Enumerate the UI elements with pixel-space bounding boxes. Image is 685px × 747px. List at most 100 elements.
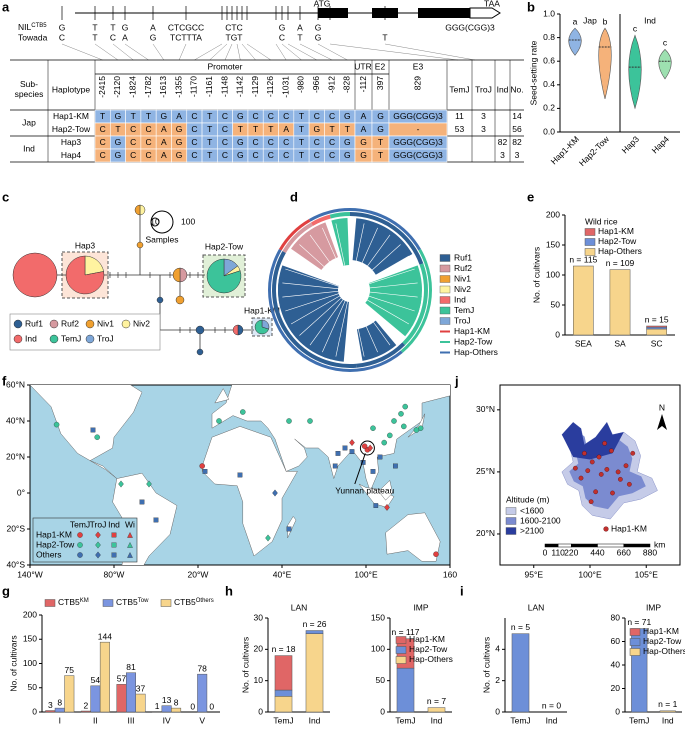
nil-label: NILCTB5 — [18, 22, 47, 32]
panel-label: d — [290, 189, 298, 204]
legend-marker — [127, 542, 133, 548]
point — [433, 551, 439, 557]
legend-label: CTB5KM — [58, 597, 89, 607]
allele: G — [360, 150, 367, 160]
position-label: -1142 — [235, 76, 245, 97]
branch — [353, 299, 378, 353]
connector — [299, 43, 333, 61]
position-label: -966 — [311, 76, 321, 93]
table-header: Promoter — [208, 61, 243, 71]
towada-allele: TGT — [226, 32, 243, 42]
x-tick-label: SA — [614, 338, 626, 348]
x-tick-label: TemJ — [629, 715, 649, 725]
connector — [317, 43, 348, 61]
table-header: Haplotype — [52, 84, 91, 94]
nil-allele: G — [59, 22, 66, 32]
haplotype: Hap4 — [61, 150, 82, 160]
size-key — [150, 217, 160, 227]
point — [202, 469, 208, 474]
allele: C — [222, 137, 228, 147]
legend-marker — [127, 552, 133, 558]
size-title: Samples — [145, 234, 178, 244]
point — [373, 503, 379, 508]
violin — [658, 48, 672, 80]
towada-allele: C — [279, 32, 285, 42]
legend-marker — [13, 319, 23, 329]
point — [349, 449, 355, 454]
chart-title: IMP — [646, 602, 661, 612]
value-label: 8 — [174, 697, 179, 707]
allele: G — [344, 111, 351, 121]
allele: C — [314, 111, 320, 121]
allele: C — [100, 124, 106, 134]
count: 3 — [500, 150, 505, 160]
bar-label: n = 0 — [542, 700, 561, 710]
legend-marker — [49, 319, 59, 329]
towada-allele: C — [110, 32, 116, 42]
annotation-arrow — [354, 453, 366, 485]
bar-label: n = 18 — [272, 644, 296, 654]
allele: T — [299, 124, 304, 134]
legend-marker — [85, 334, 95, 344]
x-tick-label: Hap2-Tow — [577, 133, 612, 168]
allele: T — [207, 124, 212, 134]
allele: A — [161, 150, 167, 160]
count: 14 — [512, 111, 522, 121]
legend-swatch — [395, 636, 407, 644]
landmass — [464, 556, 475, 576]
legend-row: Hap1-KM — [36, 529, 72, 539]
y-tick-label: 0 — [555, 329, 560, 339]
violin — [598, 27, 612, 100]
scale-unit: km — [654, 539, 665, 549]
branch — [335, 299, 349, 357]
value-label: 0 — [190, 701, 195, 711]
x-tick-label: IV — [163, 715, 171, 725]
tree-ring — [329, 212, 350, 219]
connector — [281, 43, 302, 61]
x-tick-label: Hap3 — [620, 134, 642, 156]
hap-ring — [350, 208, 422, 251]
position-label: -1170 — [189, 76, 199, 97]
table-header: TemJ — [449, 84, 469, 94]
legend-swatch — [44, 599, 56, 607]
nil-allele: GGG(CGG)3 — [445, 22, 495, 32]
allele: C — [268, 111, 274, 121]
connector — [287, 43, 317, 61]
annotation: Yunnan plateau — [335, 485, 394, 495]
table-header: E3 — [413, 61, 424, 71]
branch — [290, 255, 342, 286]
y-tick-label: 20°S — [6, 523, 25, 533]
bar-segment — [274, 696, 293, 713]
y-tick-label: 0.4 — [543, 79, 555, 89]
node — [195, 325, 205, 335]
north-arrow — [657, 414, 667, 430]
legend-label: TemJ — [454, 305, 474, 315]
branch — [299, 296, 343, 336]
allele: C — [283, 150, 289, 160]
allele: T — [378, 137, 383, 147]
value-label: 75 — [65, 665, 75, 675]
allele: G — [176, 150, 183, 160]
panel-label: j — [454, 373, 459, 388]
nil-allele: T — [92, 22, 97, 32]
point — [589, 459, 595, 465]
point — [146, 480, 152, 488]
point — [118, 480, 124, 488]
allele: T — [131, 111, 136, 121]
y-tick-label: 1.0 — [543, 8, 555, 18]
point — [623, 463, 629, 469]
chart-title: LAN — [528, 602, 545, 612]
point — [361, 443, 368, 449]
connector — [275, 43, 287, 61]
x-tick-label: SC — [651, 338, 663, 348]
bar-label: n = 1 — [658, 699, 677, 709]
scale-label: 220 — [564, 547, 578, 557]
legend-title: Altitude (m) — [506, 494, 550, 504]
violin — [628, 34, 642, 110]
position-label: -2415 — [97, 76, 107, 98]
bar-segment — [646, 325, 667, 328]
node-slice — [237, 324, 244, 336]
panel-label: h — [225, 583, 233, 598]
clade — [356, 320, 397, 361]
chart-title: IMP — [413, 602, 428, 612]
